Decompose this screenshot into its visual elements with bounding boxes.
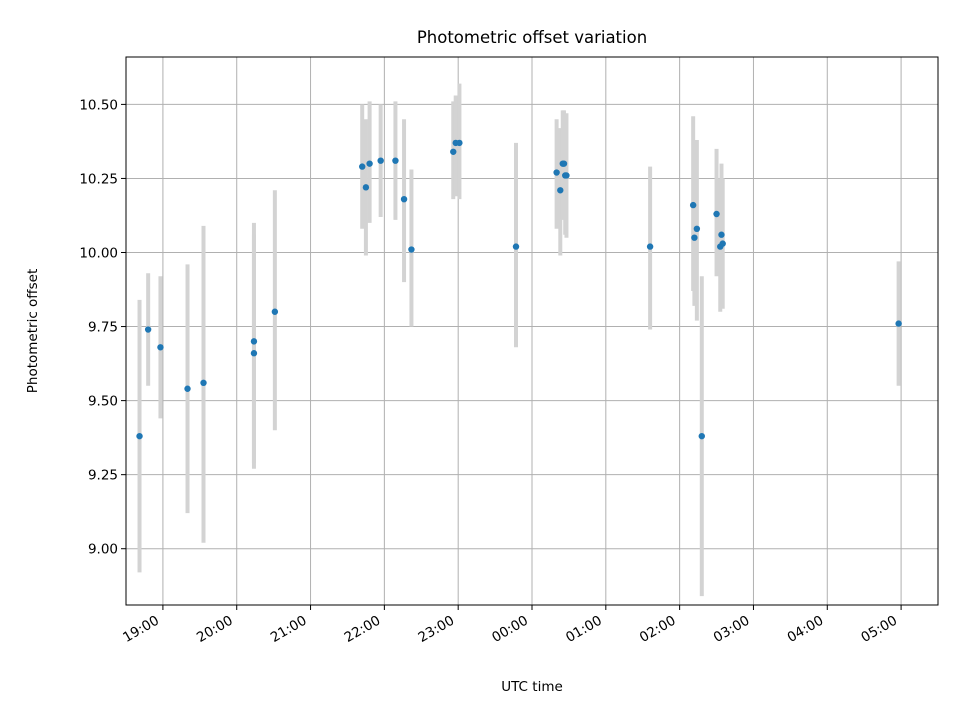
data-point [400, 195, 408, 203]
data-point [456, 139, 463, 147]
data-points [136, 139, 902, 440]
data-point [157, 344, 164, 351]
data-point [895, 320, 902, 327]
y-tick-label: 10.25 [79, 171, 118, 187]
data-point [408, 246, 415, 253]
y-axis-ticks: 9.00 9.25 9.50 9.75 10.00 10.25 10.50 [79, 97, 126, 558]
data-point [719, 240, 726, 247]
data-point [392, 157, 399, 164]
data-point [200, 379, 207, 387]
data-point [366, 160, 373, 167]
data-point [144, 326, 152, 333]
data-point [512, 243, 520, 250]
data-point [553, 169, 560, 176]
data-point [646, 243, 654, 250]
data-point [557, 187, 564, 194]
data-point [184, 385, 191, 392]
data-point [377, 157, 384, 164]
data-point [691, 234, 698, 241]
data-point [560, 160, 568, 167]
data-point [362, 184, 370, 191]
y-tick-label: 9.00 [88, 542, 118, 558]
data-point [713, 210, 720, 218]
y-tick-label: 10.00 [79, 246, 118, 262]
data-point [693, 225, 701, 233]
data-point [250, 350, 258, 357]
y-tick-label: 9.75 [88, 320, 118, 336]
data-point [563, 172, 570, 179]
x-axis-label: UTC time [501, 679, 563, 695]
chart-title: Photometric offset variation [417, 28, 647, 47]
data-point [450, 148, 457, 155]
y-tick-label: 9.50 [88, 394, 118, 410]
y-tick-label: 9.25 [88, 468, 118, 484]
data-point [271, 308, 279, 315]
data-point [136, 432, 143, 440]
data-point [359, 163, 366, 170]
data-point [689, 201, 697, 209]
data-point [718, 231, 725, 238]
y-tick-label: 10.50 [79, 97, 118, 113]
y-axis-label: Photometric offset [25, 269, 41, 393]
data-point [250, 338, 258, 345]
data-point [698, 432, 705, 440]
